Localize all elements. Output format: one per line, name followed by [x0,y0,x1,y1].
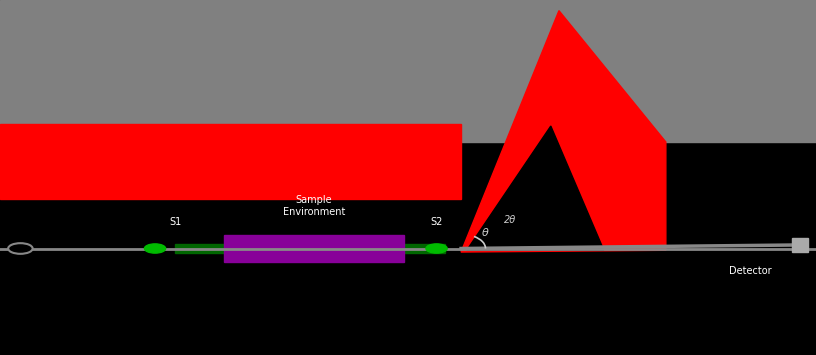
Bar [175,244,445,253]
Bar [0,124,461,199]
Text: 2θ: 2θ [503,215,517,225]
Circle shape [426,244,447,253]
Text: S1: S1 [169,217,182,227]
Text: S2: S2 [430,217,443,227]
Text: Detector: Detector [730,266,772,276]
Circle shape [144,244,166,253]
Circle shape [8,243,33,254]
Text: θ: θ [482,228,489,238]
Bar [0,0,816,142]
Bar [792,238,808,252]
Bar [224,235,404,262]
Text: Sample
Environment: Sample Environment [283,195,345,217]
Polygon shape [467,126,604,250]
Polygon shape [461,11,666,252]
